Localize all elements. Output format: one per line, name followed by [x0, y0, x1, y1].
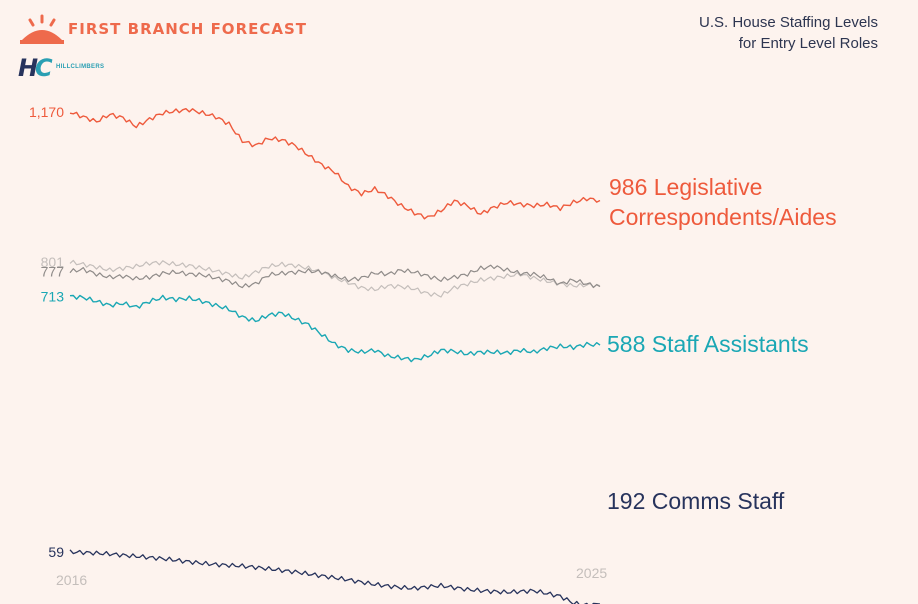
- start-label-series-a-grey: 777: [41, 263, 65, 279]
- sun-logo-icon: [20, 14, 64, 53]
- brand-name: FIRST BRANCH FORECAST: [68, 20, 308, 38]
- end-label-comms-staff: 192 Comms Staff: [607, 488, 785, 514]
- end-label-staff-assistants: 588 Staff Assistants: [607, 331, 809, 357]
- start-label-series-b-grey: 801: [41, 254, 65, 270]
- chart-title-line-2: for Entry Level Roles: [738, 35, 878, 52]
- chart-title-line-1: U.S. House Staffing Levels: [699, 14, 878, 31]
- hillclimbers-logo-icon: H C: [18, 54, 58, 85]
- hillclimbers-label: HILLCLIMBERS: [56, 64, 105, 70]
- series-line-series-a-grey: [69, 264, 601, 289]
- end-label-legislative-correspondents-aides-1: 986 Legislative: [609, 174, 762, 200]
- series-line-series-b-grey: [69, 259, 601, 298]
- x-start-label: 2016: [56, 572, 87, 588]
- start-label-comms-staff: 59: [48, 544, 64, 560]
- start-label-legislative-correspondents-aides: 1,170: [29, 104, 64, 120]
- svg-text:H: H: [18, 54, 38, 80]
- start-label-staff-assistants: 713: [41, 288, 65, 304]
- end-label-legislative-correspondents-aides-2: Correspondents/Aides: [609, 204, 837, 230]
- x-end-label: 2025: [576, 565, 607, 581]
- series-line-legislative-correspondents-aides: [69, 108, 601, 220]
- series-line-staff-assistants: [69, 294, 601, 363]
- svg-text:C: C: [35, 54, 53, 80]
- chart-title: U.S. House Staffing Levels for Entry Lev…: [578, 12, 878, 54]
- series-line-comms-staff: [69, 549, 601, 604]
